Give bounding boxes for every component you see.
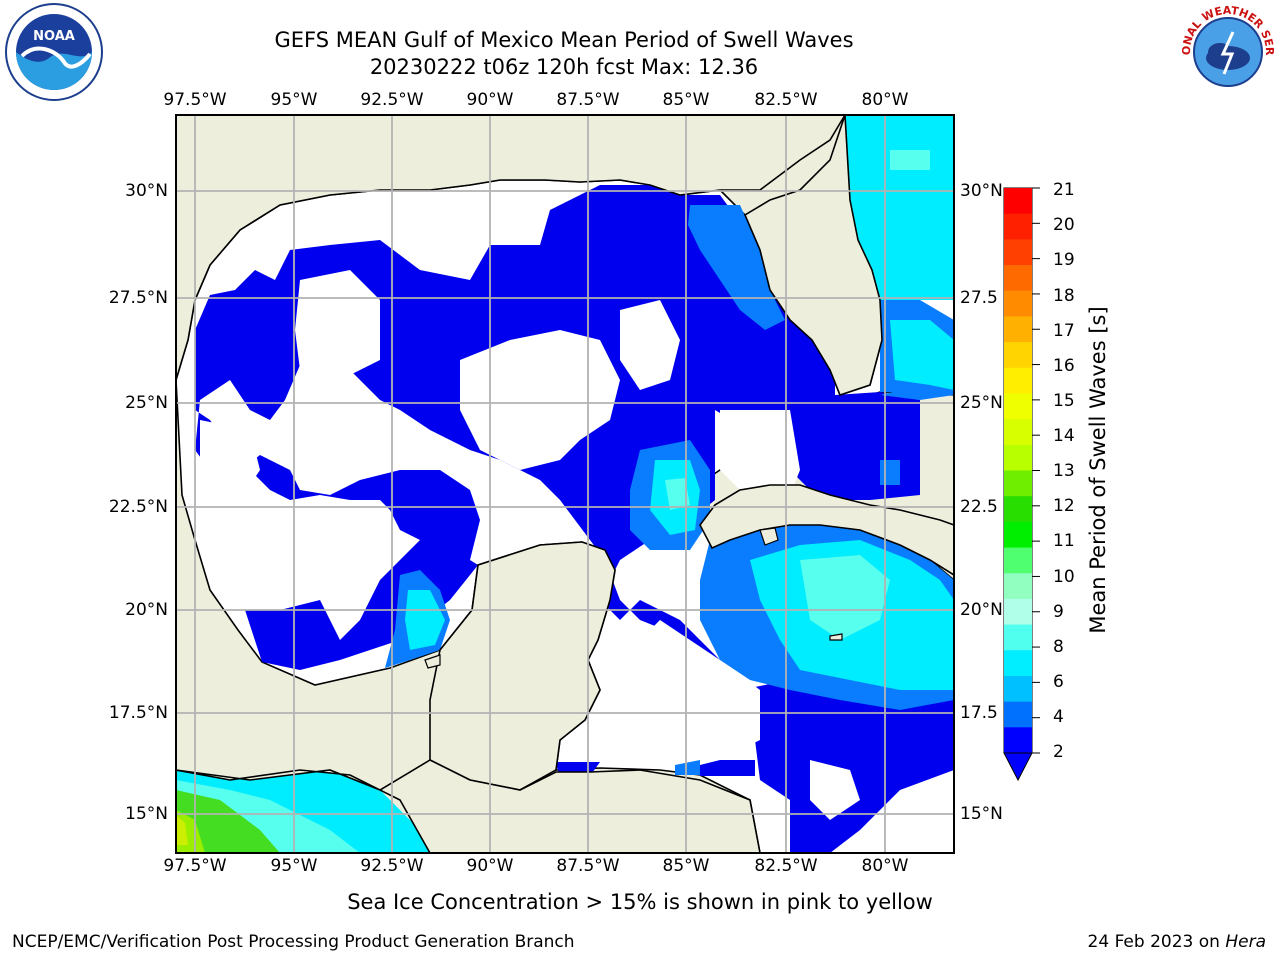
lon-label-bottom: 97.5°W bbox=[163, 856, 227, 876]
lon-label-bottom: 85°W bbox=[662, 856, 710, 876]
colorbar-tick-label: 18 bbox=[1053, 286, 1075, 306]
colorbar-segment bbox=[1004, 444, 1032, 471]
lon-label-bottom: 90°W bbox=[466, 856, 514, 876]
colorbar-segment bbox=[1004, 547, 1032, 574]
lon-label-bottom: 92.5°W bbox=[360, 856, 424, 876]
map-subtitle: 20230222 t06z 120h fcst Max: 12.36 bbox=[369, 55, 759, 79]
colorbar-segment bbox=[1004, 393, 1032, 420]
lat-label-right: 17.5 bbox=[960, 703, 998, 723]
colorbar-tick-label: 15 bbox=[1053, 391, 1075, 411]
lon-label-top: 82.5°W bbox=[754, 90, 818, 110]
lat-label-right: 27.5 bbox=[960, 288, 998, 308]
lat-label-right: 15°N bbox=[960, 804, 1003, 824]
colorbar-segment bbox=[1004, 367, 1032, 394]
colorbar-segment bbox=[1004, 470, 1032, 497]
small-islands bbox=[424, 527, 843, 669]
lat-label-right: 30°N bbox=[960, 181, 1003, 201]
lon-label-top: 85°W bbox=[662, 90, 710, 110]
lat-label-right: 25°N bbox=[960, 393, 1003, 413]
lat-label-left: 25°N bbox=[125, 393, 168, 413]
lat-label-left: 30°N bbox=[125, 181, 168, 201]
colorbar-tick-label: 8 bbox=[1053, 637, 1064, 657]
lat-label-left: 17.5°N bbox=[108, 703, 168, 723]
lon-label-top: 87.5°W bbox=[556, 90, 620, 110]
colorbar-segment bbox=[1004, 598, 1032, 626]
swell-8-9-region bbox=[665, 150, 930, 640]
lon-label-bottom: 87.5°W bbox=[556, 856, 620, 876]
colorbar-tick-label: 21 bbox=[1053, 180, 1075, 200]
lat-label-left: 22.5°N bbox=[108, 497, 168, 517]
footer-machine: Hera bbox=[1225, 932, 1266, 952]
colorbar-segment bbox=[1004, 419, 1032, 446]
map-frame bbox=[175, 114, 955, 854]
lon-label-bottom: 82.5°W bbox=[754, 856, 818, 876]
lon-label-top: 92.5°W bbox=[360, 90, 424, 110]
colorbar-title: Mean Period of Swell Waves [s] bbox=[1086, 306, 1110, 634]
lon-label-top: 90°W bbox=[466, 90, 514, 110]
lon-label-top: 80°W bbox=[861, 90, 909, 110]
map-grid bbox=[176, 115, 954, 853]
colorbar-tick-label: 2 bbox=[1053, 742, 1064, 762]
colorbar-segment bbox=[1004, 521, 1032, 549]
colorbar-tick-label: 19 bbox=[1053, 250, 1075, 270]
colorbar-segment bbox=[1004, 573, 1032, 600]
colorbar bbox=[1003, 187, 1040, 782]
colorbar-segment bbox=[1004, 290, 1032, 317]
lat-label-left: 20°N bbox=[125, 600, 168, 620]
footer-credit: NCEP/EMC/Verification Post Processing Pr… bbox=[12, 932, 575, 952]
map-title: GEFS MEAN Gulf of Mexico Mean Period of … bbox=[274, 28, 854, 52]
colorbar-tick-label: 13 bbox=[1053, 461, 1075, 481]
colorbar-tick-label: 14 bbox=[1053, 426, 1075, 446]
colorbar-segment bbox=[1004, 342, 1032, 369]
colorbar-tick-label: 6 bbox=[1053, 672, 1064, 692]
lat-label-left: 27.5°N bbox=[108, 288, 168, 308]
colorbar-segment bbox=[1004, 316, 1032, 343]
colorbar-tick-label: 12 bbox=[1053, 496, 1075, 516]
lon-label-top: 95°W bbox=[270, 90, 318, 110]
colorbar-tick-label: 10 bbox=[1053, 567, 1075, 587]
lat-label-left: 15°N bbox=[125, 804, 168, 824]
colorbar-segment bbox=[1004, 650, 1032, 677]
colorbar-segment bbox=[1004, 624, 1032, 651]
colorbar-segment bbox=[1004, 188, 1032, 215]
lon-label-bottom: 80°W bbox=[861, 856, 909, 876]
colorbar-tick-label: 9 bbox=[1053, 602, 1064, 622]
colorbar-segment bbox=[1004, 239, 1032, 266]
lon-label-top: 97.5°W bbox=[163, 90, 227, 110]
colorbar-tick-label: 16 bbox=[1053, 356, 1075, 376]
nws-logo-icon: NATIONAL WEATHER SERVICE bbox=[1178, 2, 1276, 100]
footer-date: 24 Feb 2023 on Hera bbox=[1088, 932, 1266, 952]
lon-label-bottom: 95°W bbox=[270, 856, 318, 876]
colorbar-segment bbox=[1004, 675, 1032, 703]
north-gulf-coast bbox=[176, 115, 846, 381]
colorbar-segment bbox=[1004, 265, 1032, 292]
colorbar-segment bbox=[1004, 701, 1032, 728]
noaa-logo-text: NOAA bbox=[33, 29, 75, 44]
colorbar-extend-arrow bbox=[1003, 752, 1033, 782]
footer-date-text: 24 Feb 2023 on bbox=[1087, 932, 1220, 952]
colorbar-segment bbox=[1004, 496, 1032, 523]
noaa-logo-icon: NOAA bbox=[5, 3, 103, 101]
yucatan-peninsula bbox=[429, 541, 616, 791]
colorbar-tick-label: 11 bbox=[1053, 531, 1075, 551]
colorbar-segment bbox=[1004, 727, 1032, 754]
colorbar-tick-label: 17 bbox=[1053, 321, 1075, 341]
southwest-swell-region bbox=[176, 770, 430, 853]
lat-label-right: 20°N bbox=[960, 600, 1003, 620]
central-america bbox=[176, 759, 761, 853]
sea-ice-note: Sea Ice Concentration > 15% is shown in … bbox=[347, 890, 933, 914]
colorbar-tick-label: 4 bbox=[1053, 707, 1064, 727]
lat-label-right: 22.5 bbox=[960, 497, 998, 517]
colorbar-tick-label: 20 bbox=[1053, 215, 1075, 235]
colorbar-segment bbox=[1004, 213, 1032, 240]
